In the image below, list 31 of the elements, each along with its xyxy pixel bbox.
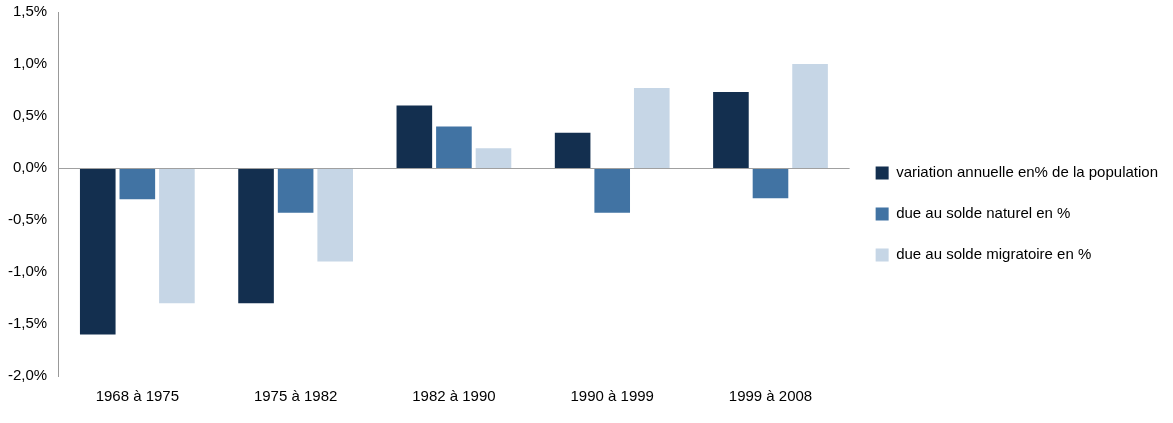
bar <box>238 168 274 304</box>
bar <box>633 87 670 168</box>
bar <box>79 168 116 335</box>
bar <box>475 148 512 168</box>
legend-label: due au solde naturel en % <box>896 204 1071 222</box>
y-tick-label: 0,0% <box>12 158 48 176</box>
y-tick-label: -1,5% <box>8 314 48 332</box>
bar <box>396 105 433 168</box>
y-tick-label: 0,5% <box>12 106 48 124</box>
bar <box>792 64 828 168</box>
y-tick-label: -1,0% <box>8 262 48 280</box>
bar <box>752 168 789 199</box>
bar <box>119 168 156 200</box>
x-tick-label: 1999 à 2008 <box>728 387 813 405</box>
bar <box>554 132 591 168</box>
y-tick-label: -0,5% <box>8 210 48 228</box>
x-tick-label: 1968 à 1975 <box>95 387 180 405</box>
bar <box>159 168 195 304</box>
bar <box>713 92 749 168</box>
bar <box>277 168 314 213</box>
bar <box>594 168 631 213</box>
y-tick-label: 1,0% <box>12 54 48 72</box>
x-tick-label: 1982 à 1990 <box>412 387 496 405</box>
x-tick-label: 1975 à 1982 <box>253 387 338 405</box>
legend-label: variation annuelle en% de la population <box>896 163 1159 181</box>
bar <box>317 168 353 262</box>
bar <box>436 126 472 168</box>
y-tick-label: -2,0% <box>8 366 48 384</box>
legend-label: due au solde migratoire en % <box>896 245 1092 263</box>
x-tick-label: 1990 à 1999 <box>570 387 654 405</box>
y-tick-label: 1,5% <box>12 2 48 20</box>
